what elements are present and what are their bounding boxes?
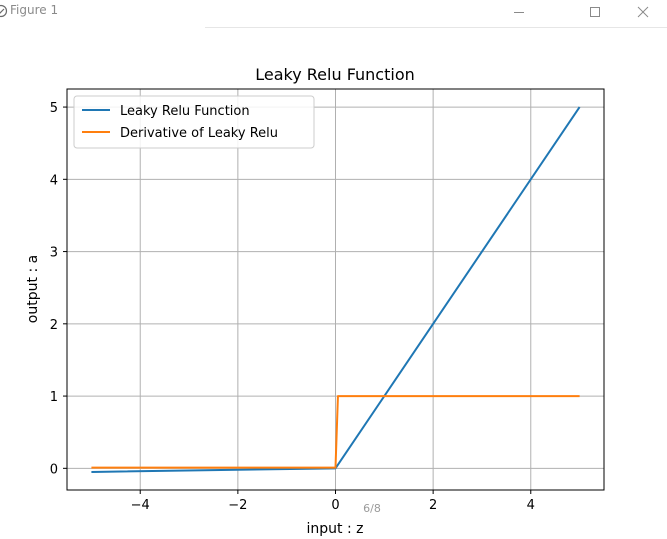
x-tick-label: 4 (527, 498, 535, 513)
y-tick-label: 1 (50, 390, 58, 405)
y-tick-label: 5 (50, 101, 58, 116)
window-titlebar: Figure 1 (0, 0, 667, 28)
maximize-icon (590, 7, 600, 17)
y-axis-label: output : a (25, 255, 41, 323)
x-tick-label: 0 (331, 498, 339, 513)
plot-lines (91, 106, 581, 473)
minimize-icon (514, 12, 524, 13)
titlebar-divider (205, 27, 667, 28)
x-tick-label: −2 (228, 498, 247, 513)
legend-label: Derivative of Leaky Relu (120, 126, 278, 141)
x-tick-label: −4 (131, 498, 150, 513)
figure-canvas: −4 −2 0 2 4 0 1 2 3 4 5 Leaky Relu Function input … (25, 65, 605, 537)
y-tick-label: 3 (50, 246, 58, 261)
legend-label: Leaky Relu Function (120, 104, 250, 119)
legend: Leaky Relu Function Derivative of Leaky R… (73, 95, 315, 149)
legend-box (73, 95, 315, 149)
minimize-button[interactable] (496, 0, 542, 24)
close-icon (637, 6, 649, 18)
page-indicator: 6/8 (363, 502, 381, 515)
leaky-relu-derivative-line (91, 395, 580, 469)
y-tick-label: 2 (50, 318, 58, 333)
y-tick-label: 4 (50, 173, 58, 188)
window-title: Figure 1 (10, 3, 59, 17)
chart-title: Leaky Relu Function (255, 65, 415, 84)
grid (67, 89, 604, 490)
y-tick-label: 0 (50, 462, 58, 477)
figure-window-icon (0, 3, 8, 18)
x-tick-label: 2 (429, 498, 437, 513)
axis-ticks: −4 −2 0 2 4 0 1 2 3 4 5 (50, 101, 535, 513)
maximize-button[interactable] (572, 0, 618, 24)
close-button[interactable] (620, 0, 666, 24)
x-axis-label: input : z (307, 521, 364, 537)
